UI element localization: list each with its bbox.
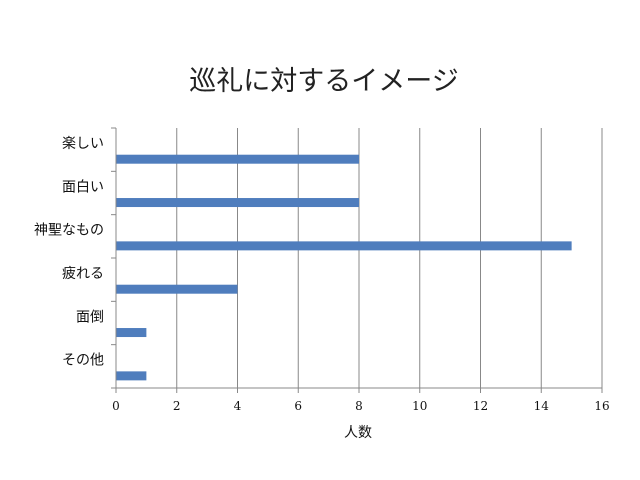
x-tick-label: 2: [173, 399, 181, 413]
bars: [116, 154, 572, 381]
category-label: 楽しい: [62, 136, 104, 152]
x-tick-label: 0: [112, 399, 120, 413]
category-label: 疲れる: [62, 265, 104, 282]
bar: [116, 284, 238, 294]
axes: [111, 127, 603, 393]
x-tick-label: 16: [594, 399, 609, 413]
bar: [116, 241, 572, 251]
category-label: 神聖なもの: [34, 223, 104, 239]
x-axis-title: 人数: [344, 425, 372, 441]
x-tick-label: 4: [234, 399, 242, 413]
x-tick-label: 8: [355, 399, 363, 413]
bar: [116, 371, 147, 381]
bar: [116, 328, 147, 338]
x-tick-label: 12: [473, 399, 488, 413]
tick-labels: 0 2 4 6 8 10 12 14 16: [112, 399, 609, 413]
category-label: 面倒: [76, 309, 104, 325]
x-tick-label: 6: [294, 399, 302, 413]
chart-title: 巡礼に対するイメージ: [189, 66, 458, 97]
category-label: 面白い: [62, 179, 104, 195]
x-tick-label: 10: [412, 399, 427, 413]
bar: [116, 154, 359, 164]
x-tick-label: 14: [534, 399, 550, 413]
bar: [116, 198, 359, 208]
category-label: その他: [62, 353, 104, 369]
gridlines: [176, 128, 603, 388]
